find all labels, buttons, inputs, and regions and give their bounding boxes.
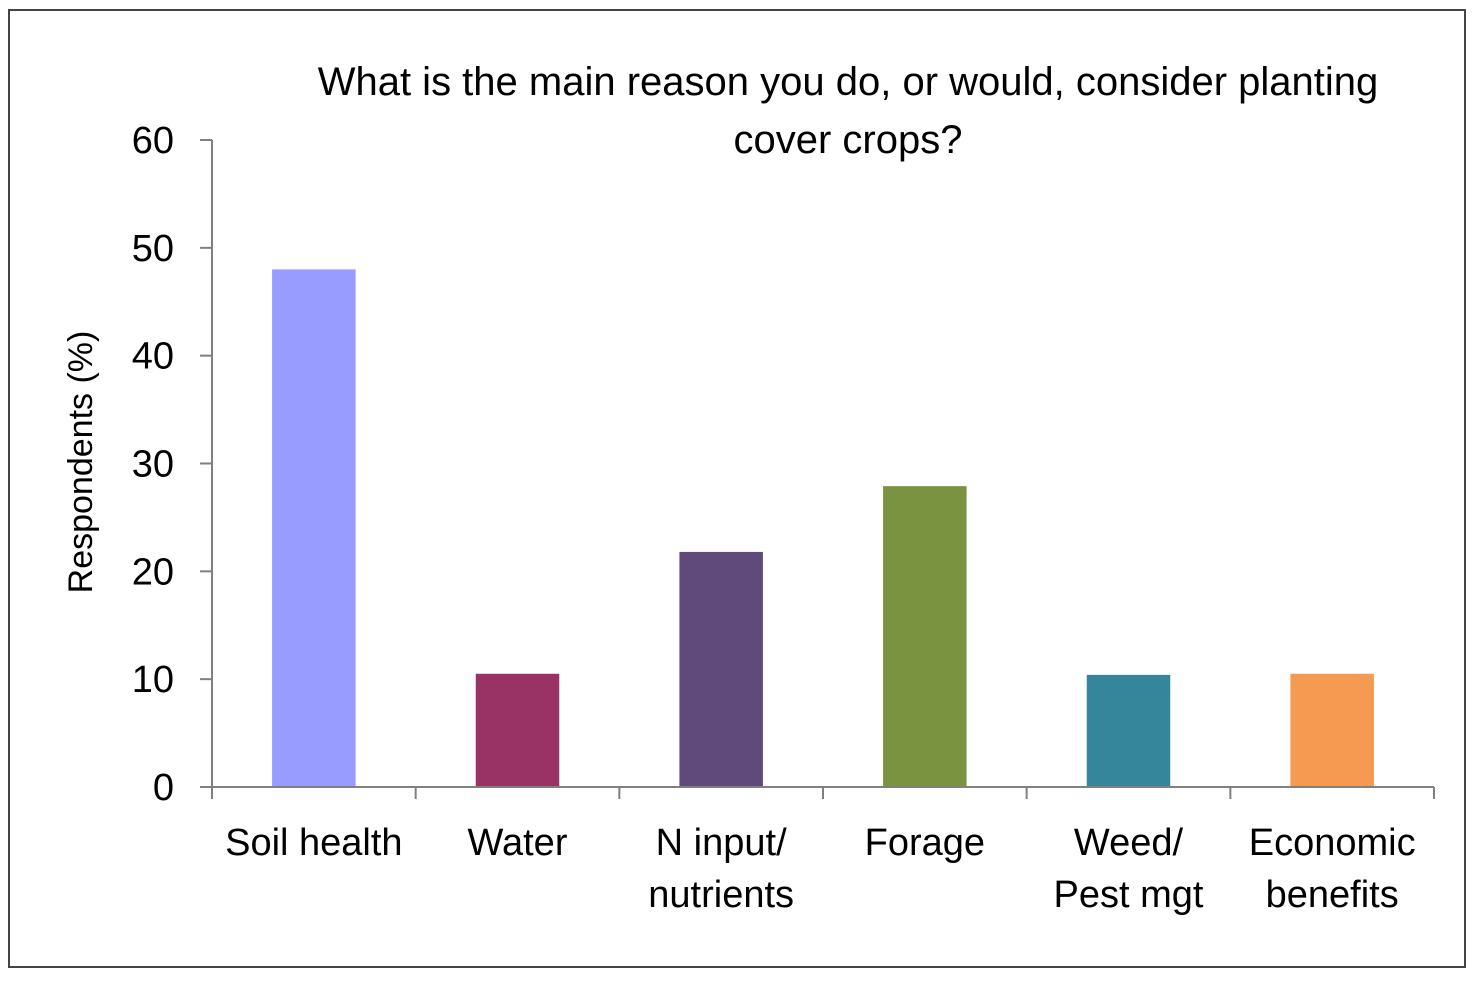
y-tick-label: 60 bbox=[132, 120, 174, 162]
bars bbox=[272, 269, 1374, 787]
bar-3 bbox=[679, 551, 763, 787]
y-tick-label: 20 bbox=[132, 551, 174, 593]
x-category-label: Soil health bbox=[225, 822, 402, 864]
bar-5 bbox=[1086, 674, 1171, 787]
y-tick-label: 10 bbox=[132, 659, 174, 701]
x-category-label: N input/nutrients bbox=[648, 822, 794, 916]
x-category-label: Forage bbox=[865, 822, 985, 864]
bar-1 bbox=[272, 269, 356, 787]
bar-2 bbox=[475, 673, 560, 787]
y-tick-label: 40 bbox=[132, 336, 174, 378]
bar-4 bbox=[883, 486, 967, 787]
chart-title-line-1: What is the main reason you do, or would… bbox=[318, 60, 1379, 104]
x-category-label: Water bbox=[468, 822, 568, 864]
y-tick-label: 0 bbox=[153, 767, 174, 809]
bar-6 bbox=[1290, 673, 1374, 787]
y-axis: 0 10 20 30 40 50 60 bbox=[132, 120, 213, 809]
chart-title-line-2: cover crops? bbox=[734, 118, 963, 162]
y-tick-label: 30 bbox=[132, 444, 174, 486]
x-axis: Soil health Water N input/nutrients Forage W… bbox=[200, 786, 1435, 916]
chart-border bbox=[8, 9, 1466, 968]
y-axis-title: Respondents (%) bbox=[62, 331, 100, 594]
x-category-label: Weed/Pest mgt bbox=[1054, 822, 1204, 916]
chart-title: What is the main reason you do, or would… bbox=[318, 60, 1379, 162]
x-category-label: Economic benefits bbox=[1249, 822, 1416, 916]
y-tick-label: 50 bbox=[132, 228, 174, 270]
